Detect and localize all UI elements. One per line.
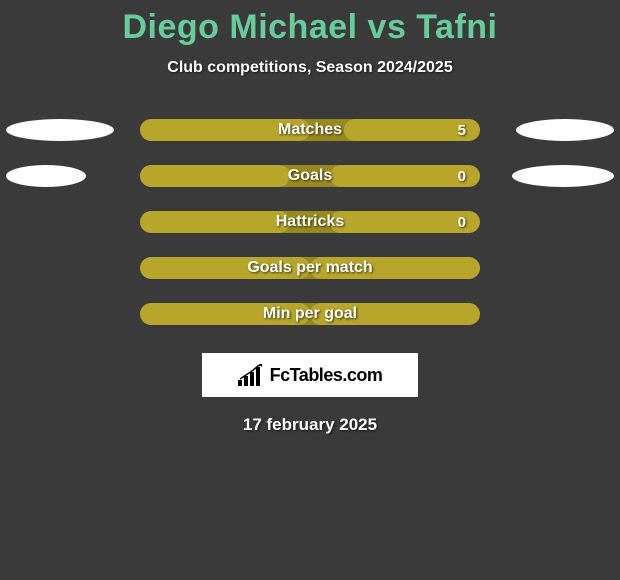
stat-row: Goals per match	[0, 257, 620, 279]
stat-value: 5	[458, 119, 466, 141]
stat-bar: Goals per match	[140, 257, 480, 279]
player-right-ellipse	[516, 119, 614, 141]
player-left-ellipse	[6, 119, 114, 141]
page-title: Diego Michael vs Tafni	[0, 0, 620, 47]
stat-label: Goals per match	[140, 257, 480, 279]
stat-value: 0	[458, 211, 466, 233]
player-left-ellipse	[6, 165, 86, 187]
stat-label: Goals	[140, 165, 480, 187]
stat-bar: Goals0	[140, 165, 480, 187]
stat-label: Matches	[140, 119, 480, 141]
stat-row: Matches5	[0, 119, 620, 141]
stat-bar: Matches5	[140, 119, 480, 141]
stat-row: Goals0	[0, 165, 620, 187]
stat-row: Hattricks0	[0, 211, 620, 233]
subtitle: Club competitions, Season 2024/2025	[0, 59, 620, 77]
stat-label: Min per goal	[140, 303, 480, 325]
stat-label: Hattricks	[140, 211, 480, 233]
stats-rows: Matches5Goals0Hattricks0Goals per matchM…	[0, 119, 620, 325]
player-right-ellipse	[512, 165, 614, 187]
fctables-logo: FcTables.com	[202, 353, 418, 397]
bars-ascending-icon	[238, 364, 264, 386]
stat-value: 0	[458, 165, 466, 187]
logo-text: FcTables.com	[270, 365, 383, 386]
stat-bar: Hattricks0	[140, 211, 480, 233]
generated-date: 17 february 2025	[0, 415, 620, 435]
stat-bar: Min per goal	[140, 303, 480, 325]
stat-row: Min per goal	[0, 303, 620, 325]
